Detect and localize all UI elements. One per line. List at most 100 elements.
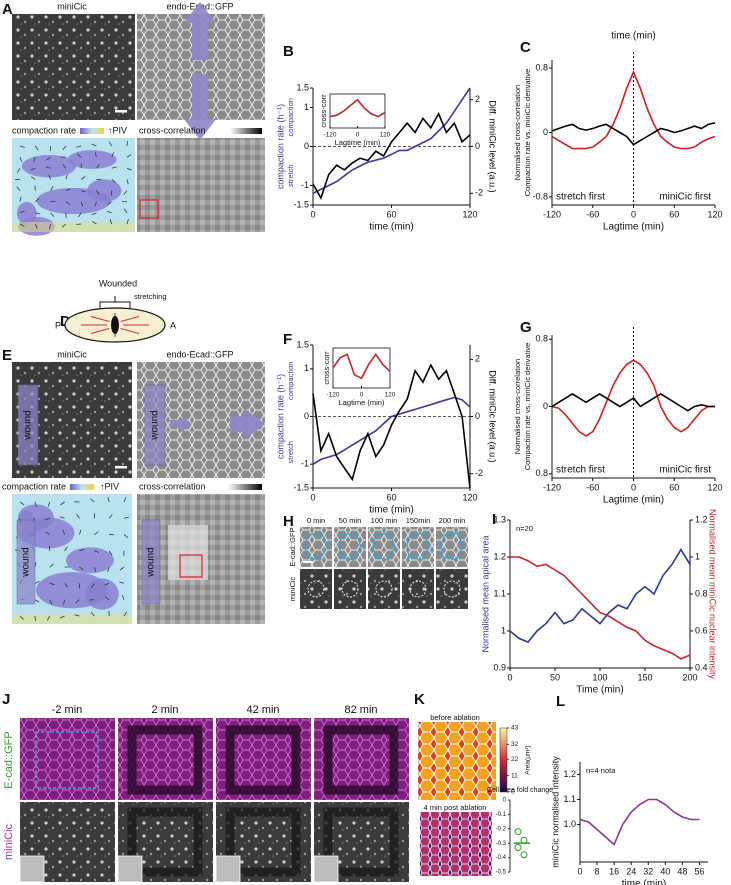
compaction-blob <box>87 179 122 202</box>
y-axis-sublabel: compaction <box>286 98 295 136</box>
panel-letter: B <box>283 43 294 60</box>
bracket <box>99 296 131 308</box>
panel-letter: I <box>492 511 496 528</box>
piv-arrow <box>49 223 51 229</box>
ablation-ring <box>323 807 399 877</box>
y-tick-label: 1.1 <box>563 794 576 804</box>
time-label: -2 min <box>52 704 83 716</box>
area-map <box>418 722 496 800</box>
nucleus-outline <box>409 580 427 598</box>
fold-point <box>520 836 528 844</box>
piv-arrow <box>104 596 110 601</box>
x-tick-label: 0 <box>577 866 582 876</box>
roi <box>179 554 203 578</box>
image-title: 4 min post ablation <box>424 803 487 812</box>
piv-arrow <box>46 156 51 161</box>
piv-arrow <box>63 599 65 605</box>
compaction-blob <box>21 154 76 178</box>
piv-arrow <box>126 154 132 158</box>
y-tick-label: -1 <box>301 459 309 469</box>
cell-outline <box>440 532 464 561</box>
time-label: 150min <box>406 516 431 525</box>
piv-arrow <box>91 583 95 588</box>
piv-arrow <box>111 166 117 169</box>
micrograph <box>12 14 135 120</box>
piv-arrow <box>107 201 112 205</box>
piv-arrow <box>16 186 21 191</box>
label: ↑PIV <box>108 125 127 135</box>
piv-arrow <box>94 201 97 207</box>
y-tick-label: -0.8 <box>532 191 548 201</box>
ablation-ring <box>127 807 203 877</box>
x-tick-label: 120 <box>462 492 477 502</box>
piv-arrow <box>62 145 67 151</box>
label: ↑PIV <box>100 481 119 491</box>
piv-arrow <box>123 497 127 503</box>
y-tick-label: 1.0 <box>563 819 576 829</box>
piv-arrow <box>35 212 41 215</box>
time-label: 200 min <box>439 516 466 525</box>
x-tick-label: 16 <box>609 866 619 876</box>
micrograph <box>20 718 115 800</box>
micrograph <box>436 569 468 609</box>
piv-arrow <box>121 594 125 600</box>
piv-arrow <box>94 550 100 553</box>
piv-arrow <box>111 152 114 158</box>
piv-arrow <box>90 498 95 503</box>
piv-arrow <box>19 615 24 620</box>
fold-point <box>514 844 522 852</box>
piv-arrow <box>50 186 54 191</box>
compaction-blob <box>85 578 119 610</box>
stretch-vector <box>120 316 140 322</box>
colorbar <box>80 128 104 134</box>
image-title: miniCic <box>57 1 87 11</box>
time-label: 100 min <box>371 516 398 525</box>
y2-tick-label: 2 <box>475 94 480 104</box>
x-tick-label: 0 <box>631 482 636 492</box>
time-label: 82 min <box>344 704 377 716</box>
y-axis-label: Compaction rate vs. miniCic derivative <box>523 69 532 197</box>
piv-arrow <box>45 531 50 535</box>
piv-arrow <box>50 212 55 217</box>
nucleus-outline <box>375 580 393 598</box>
image-title: before ablation <box>430 713 480 722</box>
piv-arrow <box>76 513 80 519</box>
y-tick-label: -1 <box>301 180 309 190</box>
inset-line <box>332 353 391 380</box>
panel-letter: G <box>520 319 532 336</box>
series-line <box>312 111 471 200</box>
piv-arrow <box>65 188 71 191</box>
wound-site <box>111 316 119 334</box>
series-line <box>551 70 716 150</box>
y-tick-label: 1.1 <box>493 588 506 598</box>
stretch-vector <box>90 316 110 322</box>
y2-axis-label: Normalised mean miniCic nuclear intensit… <box>708 509 718 680</box>
row-label: miniCic <box>3 823 15 860</box>
piv-arrow <box>108 141 113 147</box>
x-tick-label: 100 <box>592 672 607 682</box>
y2-tick-label: 0 <box>475 141 480 151</box>
y-axis-label: Normalised cross-correlation <box>513 359 522 454</box>
x-tick-label: 150 <box>637 672 652 682</box>
piv-arrow <box>104 583 110 586</box>
inset-y-label: cross-corr <box>319 94 328 128</box>
time-label: 0 min <box>307 516 325 525</box>
x-tick-label: 60 <box>669 482 679 492</box>
colorbar-label: Area(µm²) <box>525 745 532 774</box>
y-tick-label: 0.9 <box>493 662 506 672</box>
inset-x-tick-label: 120 <box>380 132 391 139</box>
diagram-label: A <box>170 320 176 330</box>
piv-arrow <box>80 176 86 180</box>
wound <box>144 384 166 466</box>
wound-label: wound <box>21 547 32 577</box>
piv-arrow <box>45 166 51 169</box>
top-label: time (min) <box>611 31 655 42</box>
y-tick-label: 1 <box>304 363 309 373</box>
panel-letter: L <box>556 693 565 710</box>
y2-tick-label: -2 <box>475 188 483 198</box>
x-tick-label: 32 <box>643 866 653 876</box>
x-tick-label: 48 <box>677 866 687 876</box>
cell-outline <box>406 532 430 561</box>
piv-arrow <box>34 145 39 151</box>
area-map <box>420 812 492 876</box>
